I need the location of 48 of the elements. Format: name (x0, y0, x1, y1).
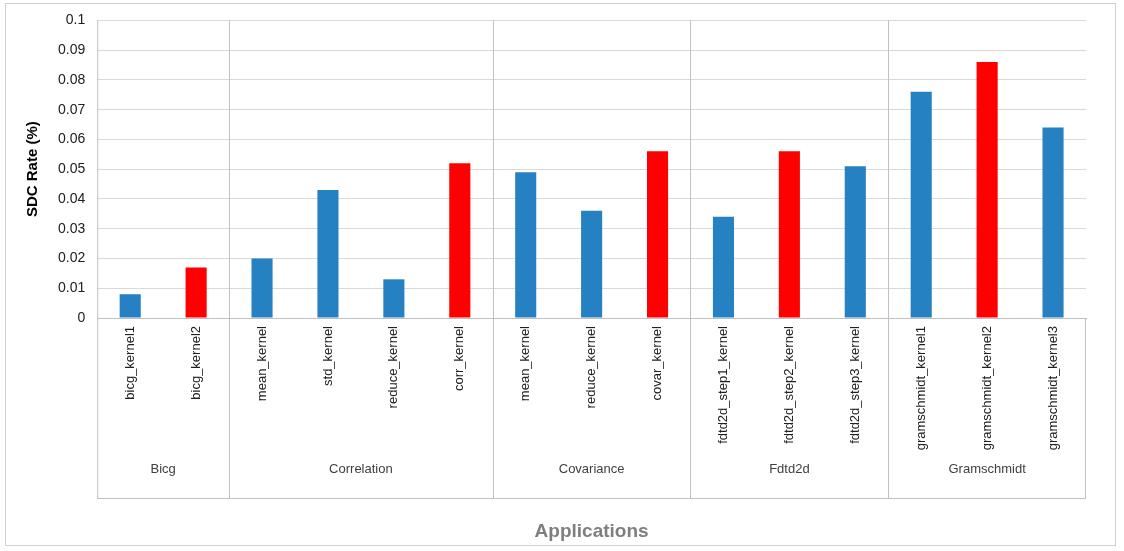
x-tick-label: covar_kernel (649, 325, 665, 401)
bar (712, 216, 734, 318)
bar (910, 91, 932, 318)
bar (383, 279, 405, 318)
x-tick-label: gramschmidt_kernel3 (1044, 326, 1060, 451)
text: Gramschmidt (948, 460, 1027, 476)
y-tick-label: 0.02 (58, 249, 86, 266)
y-tick-label: 0.07 (58, 100, 86, 117)
x-tick-label: reduce_kernel (583, 325, 599, 409)
x-tick-label: mean_kernel (517, 325, 533, 402)
y-axis-title: SDC Rate (%) (23, 121, 41, 218)
bar (976, 62, 998, 318)
bar (119, 294, 141, 318)
y-tick-label: 0.01 (58, 279, 86, 296)
y-tick-label: 0.09 (58, 41, 86, 58)
y-tick-label: 0.08 (58, 70, 86, 87)
x-tick-label: fdtd2d_step2_kernel (780, 325, 796, 444)
x-tick-label: std_kernel (319, 325, 335, 386)
x-tick-label: corr_kernel (451, 325, 467, 392)
bar (449, 163, 471, 318)
bar (317, 190, 339, 318)
x-tick-label: fdtd2d_step1_kernel (715, 325, 731, 444)
x-tick-label: gramschmidt_kernel1 (912, 326, 928, 451)
x-tick-label: fdtd2d_step3_kernel (846, 325, 862, 444)
y-tick-label: 0.1 (65, 11, 86, 28)
x-tick-label: bicg_kernel1 (121, 326, 137, 400)
text: Covariance (558, 460, 625, 476)
text: Correlation (329, 460, 393, 476)
bar (646, 151, 669, 318)
x-tick-label: gramschmidt_kernel2 (978, 326, 994, 451)
y-tick-label: 0.03 (58, 219, 86, 236)
bar (844, 166, 866, 318)
bar (1042, 127, 1064, 318)
x-tick-label: bicg_kernel2 (187, 326, 203, 400)
bar (515, 172, 537, 318)
bar (251, 258, 273, 318)
bar (581, 210, 603, 318)
bar (778, 151, 800, 318)
x-tick-label: reduce_kernel (385, 325, 401, 409)
text: Fdtd2d (769, 460, 810, 476)
y-tick-label: 0.06 (58, 130, 86, 147)
x-tick-label: mean_kernel (253, 325, 269, 402)
y-tick-label: 0.05 (58, 160, 86, 177)
bar (185, 267, 207, 318)
y-tick-label: 0.04 (58, 189, 86, 206)
text: Bicg (150, 460, 176, 476)
x-axis-title: Applications (534, 519, 649, 541)
y-tick-label: 0 (77, 308, 86, 325)
